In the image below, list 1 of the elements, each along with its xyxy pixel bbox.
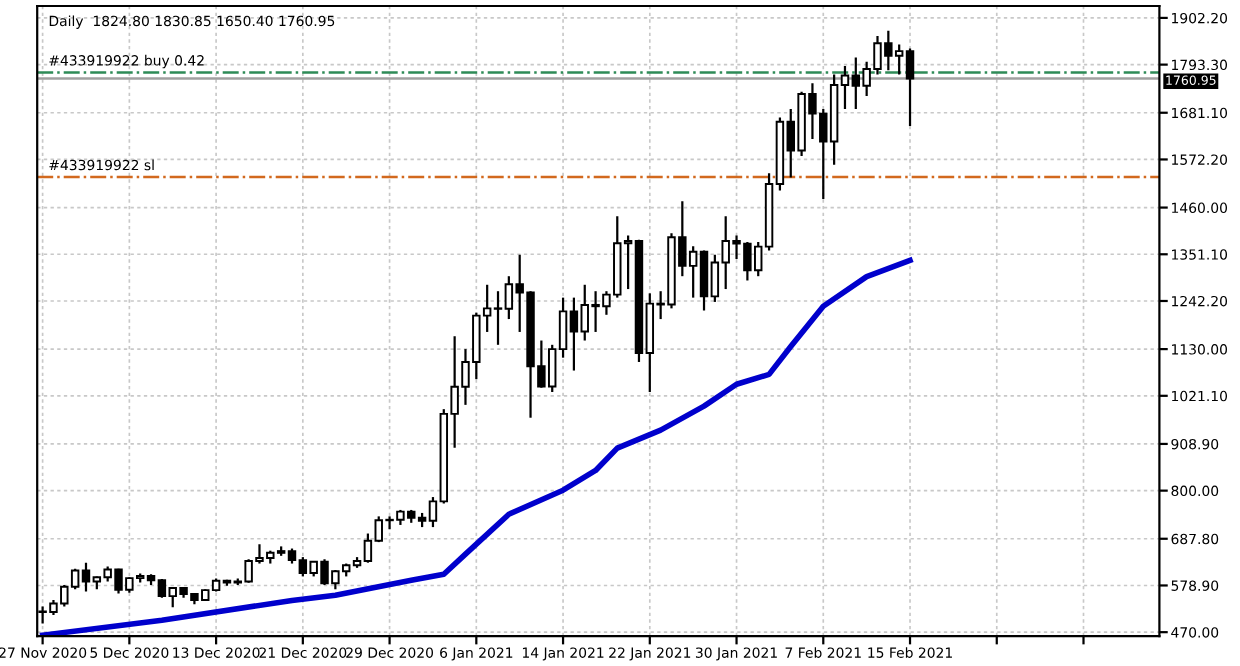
line-series — [39, 257, 913, 637]
